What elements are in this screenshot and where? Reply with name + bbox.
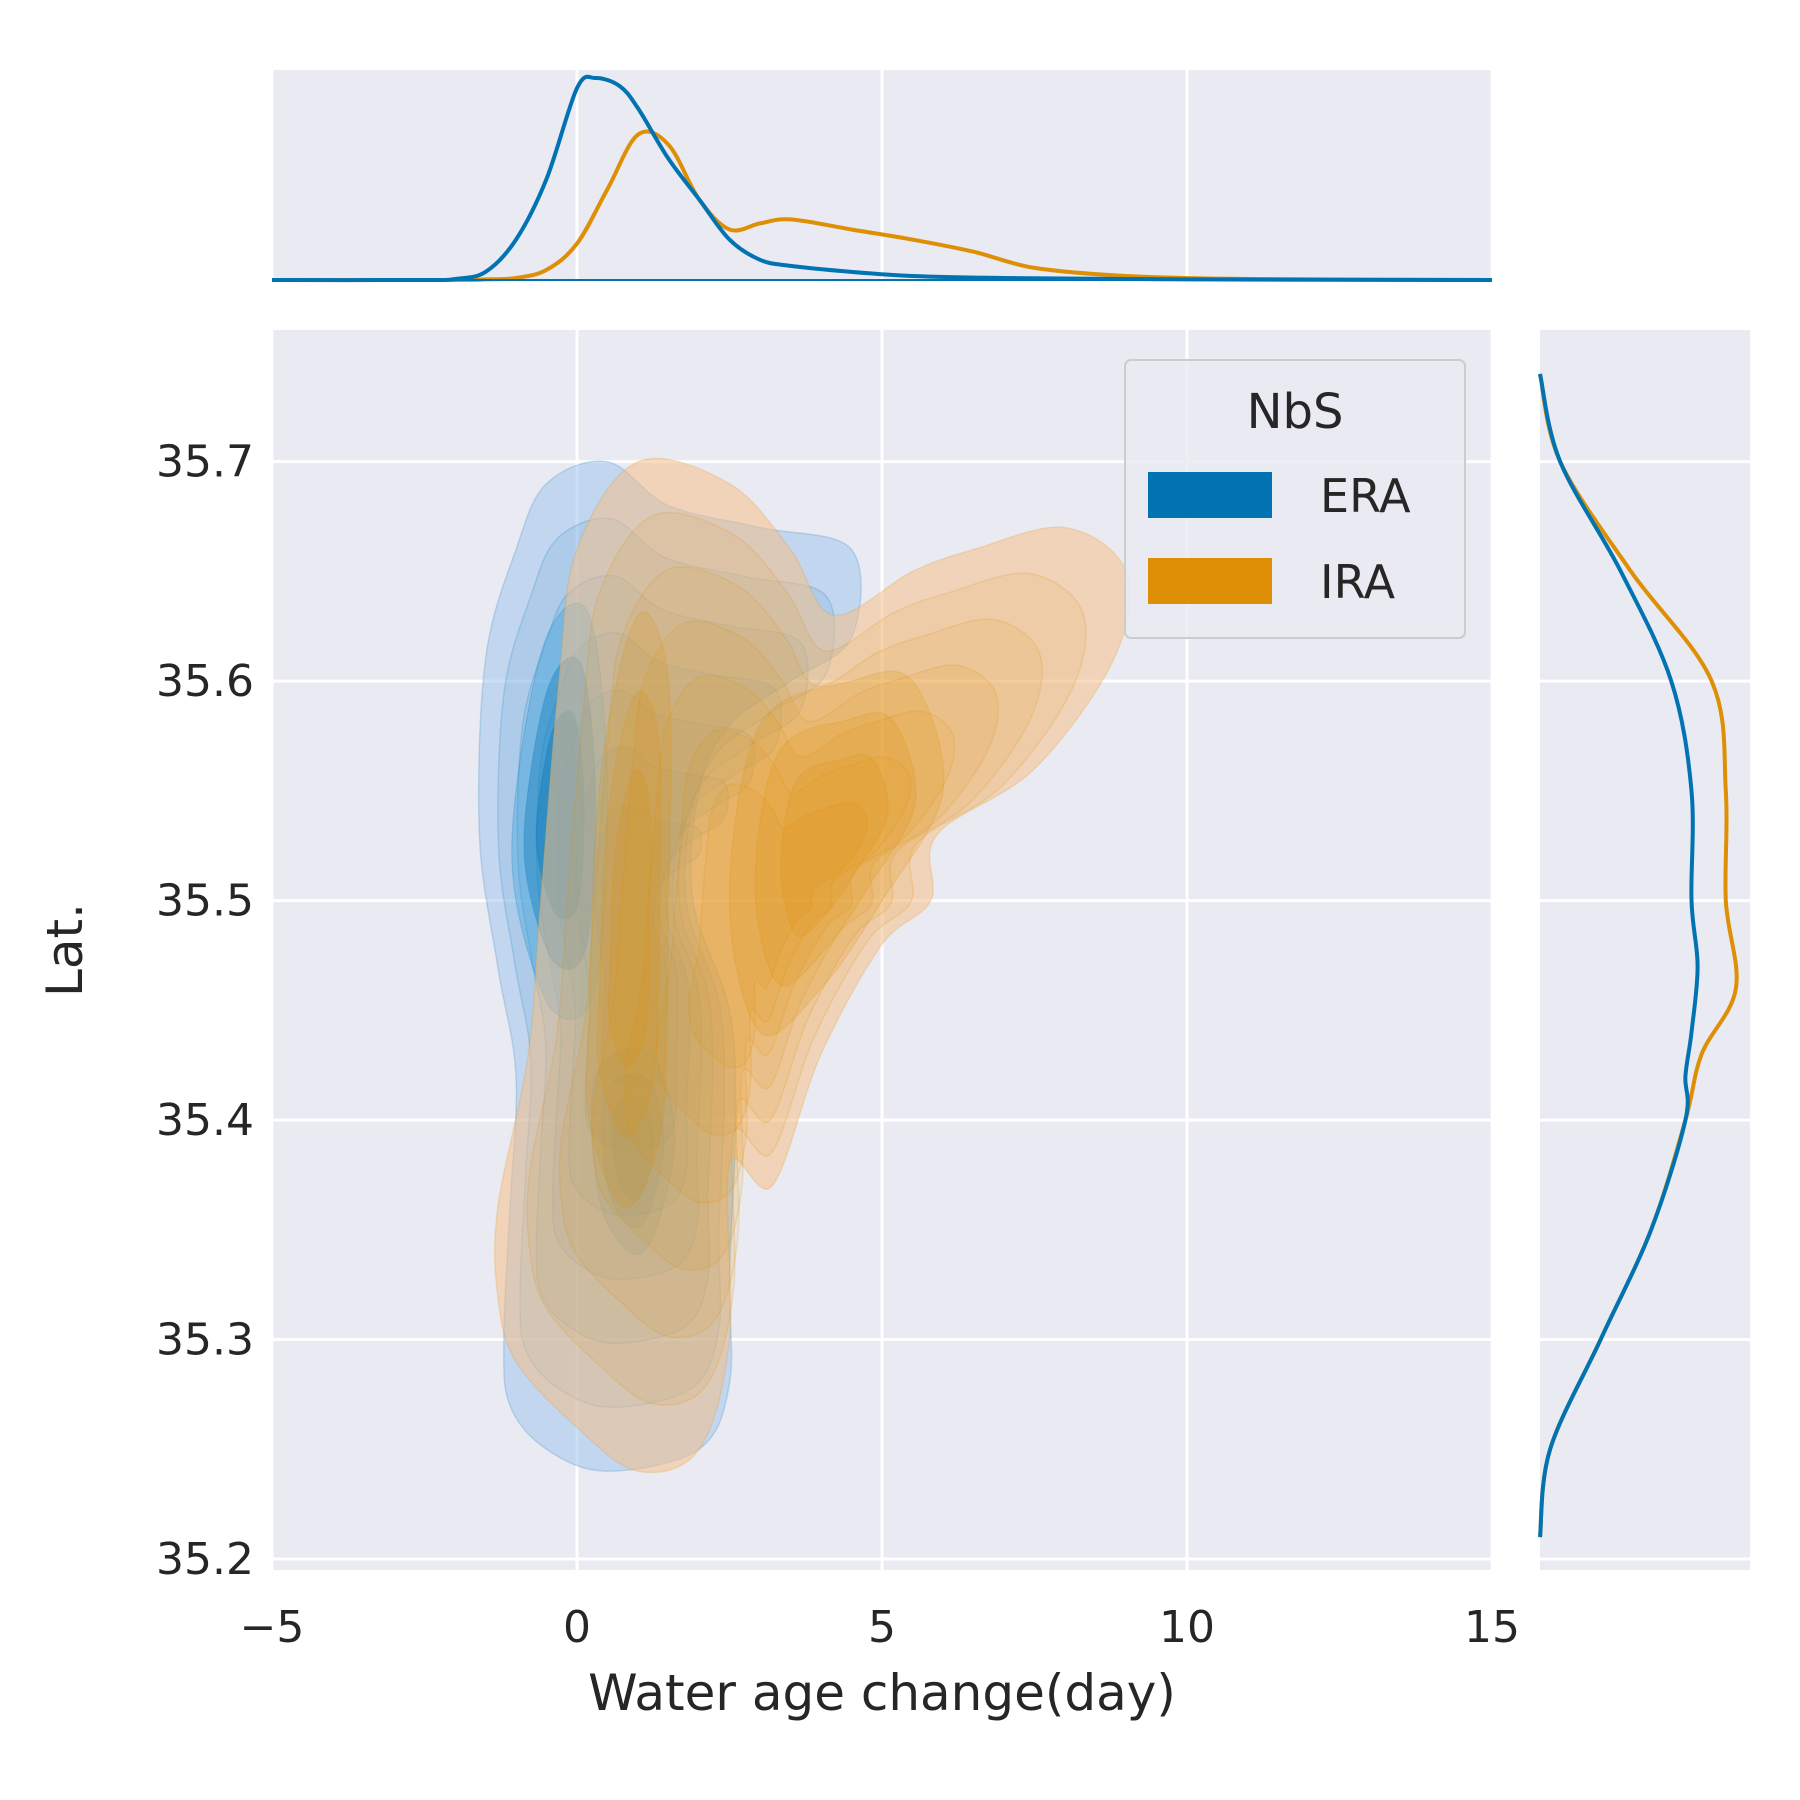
legend-label-era: ERA (1320, 469, 1411, 523)
joint-kde-contours (477, 457, 1131, 1474)
ira-kde-level-6 (688, 783, 868, 1069)
legend-title: NbS (1247, 384, 1344, 440)
right-marginal-area (1540, 330, 1750, 1570)
ira-kde-level-3 (591, 620, 1000, 1271)
main-gridlines (270, 330, 1494, 1570)
x-tick-label: 10 (1159, 1602, 1215, 1653)
legend-swatch-era (1148, 472, 1272, 518)
ira-joint-core-2 (607, 769, 652, 1069)
era-marginal-y-line (1538, 373, 1700, 1538)
x-axis-label: Water age change(day) (588, 1664, 1176, 1722)
right-marginal-gridlines (1540, 460, 1750, 1561)
ira-kde-level-2 (558, 566, 1043, 1339)
top-marginal-kde (271, 74, 1493, 283)
ira-joint-inner-lobe-1 (754, 712, 917, 987)
legend-swatch-ira (1148, 558, 1272, 604)
right-marginal-kde (1538, 373, 1739, 1538)
x-tick-label: −5 (240, 1602, 305, 1653)
x-tick-labels: −5 0 5 10 15 (240, 1602, 1520, 1653)
ira-kde-level-4 (623, 674, 956, 1204)
ira-joint-core-0 (585, 611, 672, 1209)
y-tick-label: 35.6 (156, 656, 254, 707)
ira-joint-inner-lobe-0 (728, 670, 945, 1037)
ira-joint-inner-lobe-2 (780, 753, 889, 938)
y-tick-label: 35.4 (156, 1095, 254, 1146)
era-marginal-x-line (271, 74, 1493, 283)
y-tick-label: 35.5 (156, 876, 254, 927)
x-tick-label: 0 (563, 1602, 591, 1653)
ira-marginal-x-line (271, 129, 1493, 283)
y-tick-label: 35.3 (156, 1315, 254, 1366)
y-tick-label: 35.7 (156, 437, 254, 488)
x-tick-label: 15 (1464, 1602, 1520, 1653)
y-tick-labels: 35.2 35.3 35.4 35.5 35.6 35.7 (156, 437, 254, 1585)
x-tick-label: 5 (868, 1602, 896, 1653)
legend: NbS ERA IRA (1124, 359, 1466, 639)
y-tick-label: 35.2 (156, 1534, 254, 1585)
ira-kde-level-1 (526, 511, 1087, 1406)
ira-joint-core-1 (596, 690, 662, 1139)
y-axis-label: Lat. (36, 903, 94, 997)
legend-label-ira: IRA (1320, 555, 1396, 609)
ira-kde-level-5 (655, 728, 912, 1136)
